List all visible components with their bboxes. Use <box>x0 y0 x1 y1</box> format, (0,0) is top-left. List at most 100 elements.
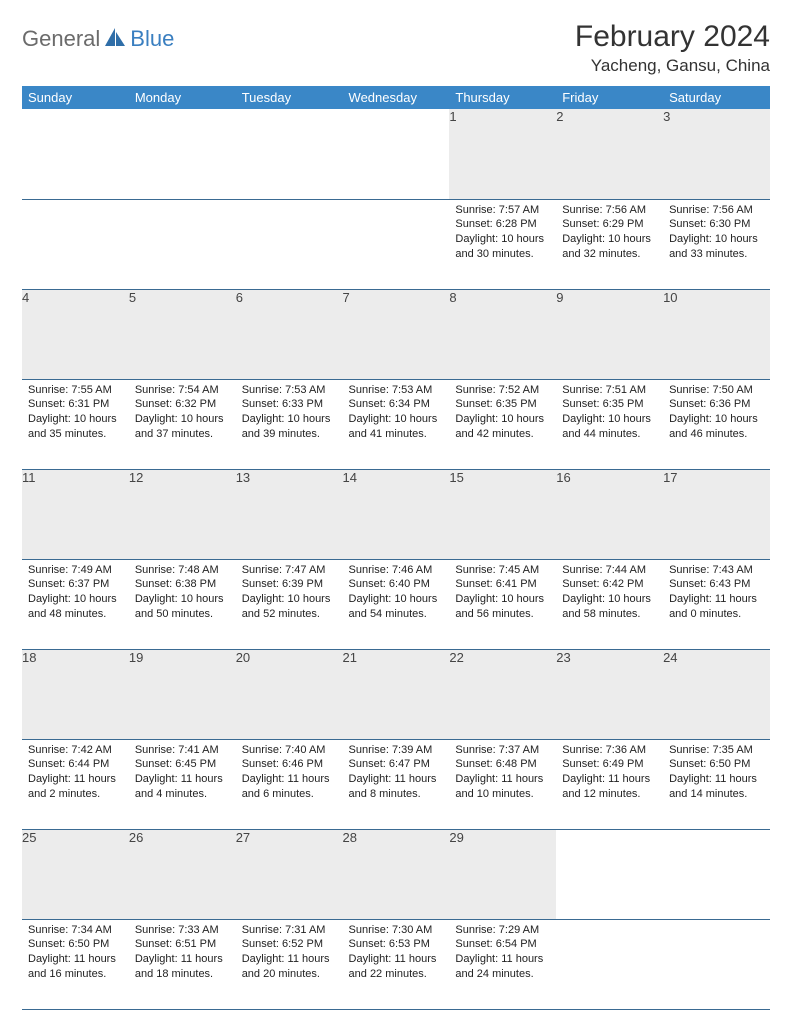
sunrise-text: Sunrise: 7:37 AM <box>455 743 550 758</box>
sunrise-text: Sunrise: 7:56 AM <box>669 203 764 218</box>
day-number-cell <box>663 829 770 919</box>
sunset-text: Sunset: 6:53 PM <box>349 937 444 952</box>
sunset-text: Sunset: 6:30 PM <box>669 217 764 232</box>
day-content: Sunrise: 7:47 AMSunset: 6:39 PMDaylight:… <box>236 560 343 628</box>
sunset-text: Sunset: 6:46 PM <box>242 757 337 772</box>
sunrise-text: Sunrise: 7:44 AM <box>562 563 657 578</box>
sunrise-text: Sunrise: 7:52 AM <box>455 383 550 398</box>
sunset-text: Sunset: 6:47 PM <box>349 757 444 772</box>
day-number-cell: 15 <box>449 469 556 559</box>
day-cell: Sunrise: 7:40 AMSunset: 6:46 PMDaylight:… <box>236 739 343 829</box>
sunrise-text: Sunrise: 7:42 AM <box>28 743 123 758</box>
sunset-text: Sunset: 6:43 PM <box>669 577 764 592</box>
day-cell: Sunrise: 7:46 AMSunset: 6:40 PMDaylight:… <box>343 559 450 649</box>
day-number-cell: 4 <box>22 289 129 379</box>
sunrise-text: Sunrise: 7:55 AM <box>28 383 123 398</box>
day-number-cell: 28 <box>343 829 450 919</box>
day-content: Sunrise: 7:42 AMSunset: 6:44 PMDaylight:… <box>22 740 129 808</box>
day-content: Sunrise: 7:46 AMSunset: 6:40 PMDaylight:… <box>343 560 450 628</box>
daylight-text: and 22 minutes. <box>349 967 444 982</box>
day-cell: Sunrise: 7:45 AMSunset: 6:41 PMDaylight:… <box>449 559 556 649</box>
sunrise-text: Sunrise: 7:43 AM <box>669 563 764 578</box>
day-cell <box>22 199 129 289</box>
day-content: Sunrise: 7:36 AMSunset: 6:49 PMDaylight:… <box>556 740 663 808</box>
daylight-text: Daylight: 10 hours <box>135 592 230 607</box>
day-content: Sunrise: 7:34 AMSunset: 6:50 PMDaylight:… <box>22 920 129 988</box>
daylight-text: Daylight: 10 hours <box>455 232 550 247</box>
day-number-cell: 3 <box>663 109 770 199</box>
day-content: Sunrise: 7:56 AMSunset: 6:30 PMDaylight:… <box>663 200 770 268</box>
day-number-cell: 27 <box>236 829 343 919</box>
day-of-week-header: Saturday <box>663 86 770 109</box>
daylight-text: and 35 minutes. <box>28 427 123 442</box>
day-number-cell: 12 <box>129 469 236 559</box>
week-row: Sunrise: 7:34 AMSunset: 6:50 PMDaylight:… <box>22 919 770 1009</box>
day-number-cell: 16 <box>556 469 663 559</box>
sunset-text: Sunset: 6:52 PM <box>242 937 337 952</box>
day-content: Sunrise: 7:40 AMSunset: 6:46 PMDaylight:… <box>236 740 343 808</box>
day-cell: Sunrise: 7:35 AMSunset: 6:50 PMDaylight:… <box>663 739 770 829</box>
daylight-text: Daylight: 10 hours <box>669 412 764 427</box>
day-number-cell: 26 <box>129 829 236 919</box>
day-content: Sunrise: 7:30 AMSunset: 6:53 PMDaylight:… <box>343 920 450 988</box>
day-number-cell: 2 <box>556 109 663 199</box>
day-content: Sunrise: 7:37 AMSunset: 6:48 PMDaylight:… <box>449 740 556 808</box>
day-number-cell: 17 <box>663 469 770 559</box>
day-cell: Sunrise: 7:50 AMSunset: 6:36 PMDaylight:… <box>663 379 770 469</box>
sunset-text: Sunset: 6:41 PM <box>455 577 550 592</box>
day-number-cell: 7 <box>343 289 450 379</box>
logo-sail-icon <box>104 27 126 47</box>
daylight-text: Daylight: 10 hours <box>562 592 657 607</box>
day-content: Sunrise: 7:53 AMSunset: 6:33 PMDaylight:… <box>236 380 343 448</box>
day-of-week-header: Wednesday <box>343 86 450 109</box>
sunset-text: Sunset: 6:40 PM <box>349 577 444 592</box>
day-number-cell <box>22 109 129 199</box>
calendar-header-row: SundayMondayTuesdayWednesdayThursdayFrid… <box>22 86 770 109</box>
day-number-cell: 21 <box>343 649 450 739</box>
daylight-text: Daylight: 11 hours <box>135 952 230 967</box>
daylight-text: and 2 minutes. <box>28 787 123 802</box>
sunset-text: Sunset: 6:35 PM <box>562 397 657 412</box>
daylight-text: and 16 minutes. <box>28 967 123 982</box>
daylight-text: Daylight: 10 hours <box>669 232 764 247</box>
sunset-text: Sunset: 6:38 PM <box>135 577 230 592</box>
day-cell: Sunrise: 7:41 AMSunset: 6:45 PMDaylight:… <box>129 739 236 829</box>
sunrise-text: Sunrise: 7:56 AM <box>562 203 657 218</box>
daylight-text: Daylight: 10 hours <box>28 412 123 427</box>
day-content: Sunrise: 7:54 AMSunset: 6:32 PMDaylight:… <box>129 380 236 448</box>
sunset-text: Sunset: 6:44 PM <box>28 757 123 772</box>
day-content: Sunrise: 7:33 AMSunset: 6:51 PMDaylight:… <box>129 920 236 988</box>
day-number-cell: 22 <box>449 649 556 739</box>
sunrise-text: Sunrise: 7:31 AM <box>242 923 337 938</box>
day-cell: Sunrise: 7:29 AMSunset: 6:54 PMDaylight:… <box>449 919 556 1009</box>
day-of-week-header: Tuesday <box>236 86 343 109</box>
daylight-text: and 42 minutes. <box>455 427 550 442</box>
sunset-text: Sunset: 6:33 PM <box>242 397 337 412</box>
daylight-text: and 56 minutes. <box>455 607 550 622</box>
day-content: Sunrise: 7:55 AMSunset: 6:31 PMDaylight:… <box>22 380 129 448</box>
sunset-text: Sunset: 6:39 PM <box>242 577 337 592</box>
day-content: Sunrise: 7:44 AMSunset: 6:42 PMDaylight:… <box>556 560 663 628</box>
month-title: February 2024 <box>575 20 770 54</box>
day-cell: Sunrise: 7:48 AMSunset: 6:38 PMDaylight:… <box>129 559 236 649</box>
daylight-text: Daylight: 11 hours <box>135 772 230 787</box>
sunrise-text: Sunrise: 7:46 AM <box>349 563 444 578</box>
day-cell: Sunrise: 7:34 AMSunset: 6:50 PMDaylight:… <box>22 919 129 1009</box>
daylight-text: and 24 minutes. <box>455 967 550 982</box>
sunrise-text: Sunrise: 7:47 AM <box>242 563 337 578</box>
sunrise-text: Sunrise: 7:51 AM <box>562 383 657 398</box>
day-number-cell: 29 <box>449 829 556 919</box>
day-content: Sunrise: 7:39 AMSunset: 6:47 PMDaylight:… <box>343 740 450 808</box>
daylight-text: Daylight: 10 hours <box>135 412 230 427</box>
day-content: Sunrise: 7:51 AMSunset: 6:35 PMDaylight:… <box>556 380 663 448</box>
daylight-text: Daylight: 11 hours <box>28 772 123 787</box>
day-number-cell <box>343 109 450 199</box>
daylight-text: and 14 minutes. <box>669 787 764 802</box>
daylight-text: Daylight: 11 hours <box>242 952 337 967</box>
day-cell: Sunrise: 7:33 AMSunset: 6:51 PMDaylight:… <box>129 919 236 1009</box>
day-content: Sunrise: 7:41 AMSunset: 6:45 PMDaylight:… <box>129 740 236 808</box>
sunrise-text: Sunrise: 7:41 AM <box>135 743 230 758</box>
sunset-text: Sunset: 6:49 PM <box>562 757 657 772</box>
header: General Blue February 2024 Yacheng, Gans… <box>22 20 770 76</box>
day-content: Sunrise: 7:29 AMSunset: 6:54 PMDaylight:… <box>449 920 556 988</box>
